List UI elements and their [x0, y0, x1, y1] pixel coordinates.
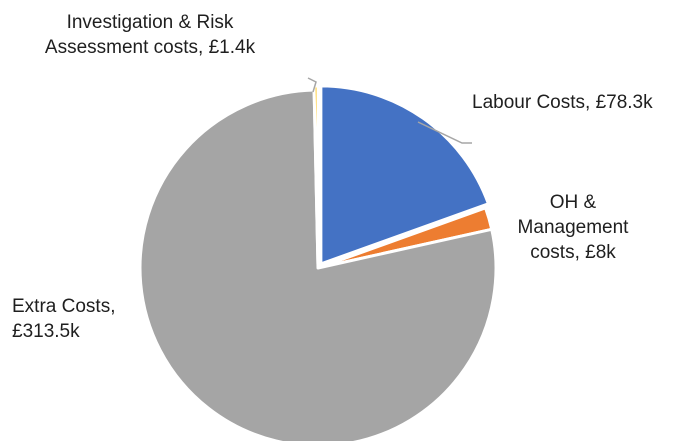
data-label-line: Investigation & Risk	[67, 12, 234, 33]
leader-lines	[307, 77, 472, 144]
data-label-line: costs, £8k	[530, 242, 616, 263]
leader-line-investigation-risk-assessment-costs	[307, 77, 317, 93]
data-label-line: OH &	[550, 192, 597, 213]
pie-slice-extra-costs	[138, 88, 498, 446]
leader-line-labour-costs	[417, 121, 472, 144]
pie-slices	[138, 84, 498, 446]
data-label-line: Assessment costs, £1.4k	[45, 37, 256, 58]
data-label-oh-management-costs: OH & Management costs, £8k	[518, 192, 630, 263]
data-label-line: £313.5k	[12, 321, 80, 342]
data-label-line: Management	[518, 217, 630, 238]
data-label-line: Labour Costs, £78.3k	[472, 92, 653, 113]
pie-slice-labour-costs	[319, 84, 490, 266]
data-label-extra-costs: Extra Costs, £313.5k	[12, 296, 115, 342]
data-label-line: Extra Costs,	[12, 296, 115, 317]
data-label-labour-costs: Labour Costs, £78.3k	[472, 92, 653, 113]
data-labels: Labour Costs, £78.3k OH & Management costs,…	[12, 12, 653, 342]
data-label-investigation-risk-assessment-costs: Investigation & Risk Assessment costs, £1…	[45, 12, 256, 58]
